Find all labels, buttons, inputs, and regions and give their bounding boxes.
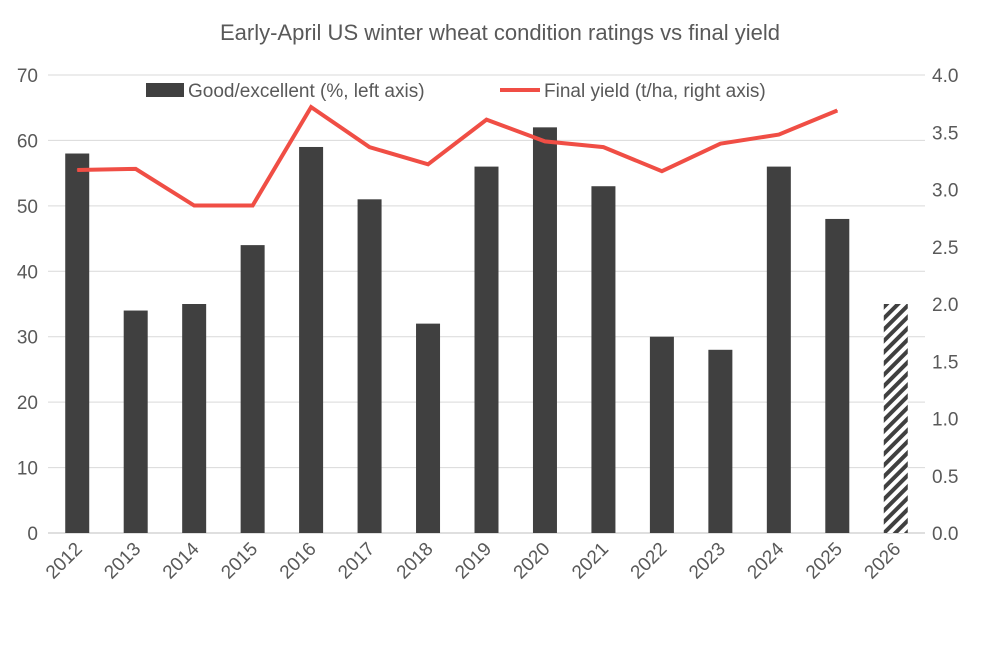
x-tick-label: 2016 bbox=[276, 539, 321, 584]
bar-2021 bbox=[591, 186, 616, 533]
legend: Good/excellent (%, left axis) Final yiel… bbox=[146, 81, 766, 102]
yield-point-2024 bbox=[778, 134, 780, 136]
x-tick-label: 2015 bbox=[217, 539, 262, 584]
bar-2017 bbox=[357, 199, 382, 534]
yield-point-2021 bbox=[602, 146, 604, 148]
yield-point-2016 bbox=[310, 106, 312, 108]
bar-2018 bbox=[416, 323, 441, 533]
yield-point-2012 bbox=[76, 169, 78, 171]
y-right-tick-label: 0.5 bbox=[932, 467, 958, 488]
yield-point-2020 bbox=[544, 140, 546, 142]
bar-2025 bbox=[825, 218, 850, 533]
y-left-tick-label: 30 bbox=[17, 328, 38, 349]
x-tick-label: 2014 bbox=[159, 538, 204, 583]
y-left-tick-label: 10 bbox=[17, 459, 38, 480]
x-tick-label: 2022 bbox=[627, 539, 672, 584]
bar-2023 bbox=[708, 349, 733, 533]
bar-2024 bbox=[766, 166, 791, 533]
y-left-tick-label: 20 bbox=[17, 393, 38, 414]
x-tick-label: 2013 bbox=[100, 539, 145, 584]
bar-2019 bbox=[474, 166, 499, 533]
x-tick-label: 2021 bbox=[568, 539, 613, 584]
x-tick-label: 2023 bbox=[685, 539, 730, 584]
y-right-tick-label: 3.5 bbox=[932, 123, 958, 144]
x-tick-label: 2025 bbox=[802, 539, 847, 584]
yield-point-2015 bbox=[252, 205, 254, 207]
legend-label-bars: Good/excellent (%, left axis) bbox=[188, 81, 425, 102]
x-tick-label: 2017 bbox=[334, 539, 379, 584]
y-right-tick-label: 2.5 bbox=[932, 238, 958, 259]
x-tick-label: 2020 bbox=[510, 539, 555, 584]
yield-line bbox=[77, 104, 839, 208]
x-tick-label: 2012 bbox=[42, 539, 87, 584]
y-right-tick-label: 2.0 bbox=[932, 295, 958, 316]
y-left-tick-label: 0 bbox=[27, 524, 38, 545]
y-right-tick-label: 1.0 bbox=[932, 410, 958, 431]
chart-title: Early-April US winter wheat condition ra… bbox=[220, 20, 780, 45]
y-right-tick-label: 3.0 bbox=[932, 181, 958, 202]
y-right-tick-label: 1.5 bbox=[932, 352, 958, 373]
yield-point-2022 bbox=[661, 170, 663, 172]
x-tick-label: 2024 bbox=[744, 538, 789, 583]
x-tick-label: 2019 bbox=[451, 539, 496, 584]
yield-point-2025 bbox=[836, 109, 838, 111]
yield-point-2013 bbox=[135, 168, 137, 170]
y-right-tick-label: 4.0 bbox=[932, 66, 958, 87]
y-left-tick-label: 50 bbox=[17, 197, 38, 218]
bar-2015 bbox=[240, 245, 265, 533]
bar-2016 bbox=[299, 146, 324, 533]
y-left-tick-label: 70 bbox=[17, 66, 38, 87]
bar-2026 bbox=[883, 304, 908, 533]
yield-point-2019 bbox=[486, 119, 487, 121]
yield-point-2018 bbox=[427, 163, 429, 165]
bar-2012 bbox=[65, 153, 90, 533]
x-tick-label: 2018 bbox=[393, 539, 438, 584]
x-tick-label: 2026 bbox=[861, 539, 906, 584]
legend-swatch-bars bbox=[146, 83, 184, 97]
y-right-tick-label: 0.0 bbox=[932, 524, 958, 545]
y-left-tick-label: 60 bbox=[17, 131, 38, 152]
y-left-tick-label: 40 bbox=[17, 262, 38, 283]
bar-2013 bbox=[123, 310, 148, 533]
yield-point-2014 bbox=[193, 205, 195, 207]
legend-label-line: Final yield (t/ha, right axis) bbox=[544, 81, 766, 102]
bar-2022 bbox=[649, 336, 674, 533]
bar-2014 bbox=[182, 304, 207, 533]
bar-2020 bbox=[532, 127, 557, 533]
yield-point-2023 bbox=[719, 143, 721, 145]
yield-point-2017 bbox=[369, 146, 371, 148]
